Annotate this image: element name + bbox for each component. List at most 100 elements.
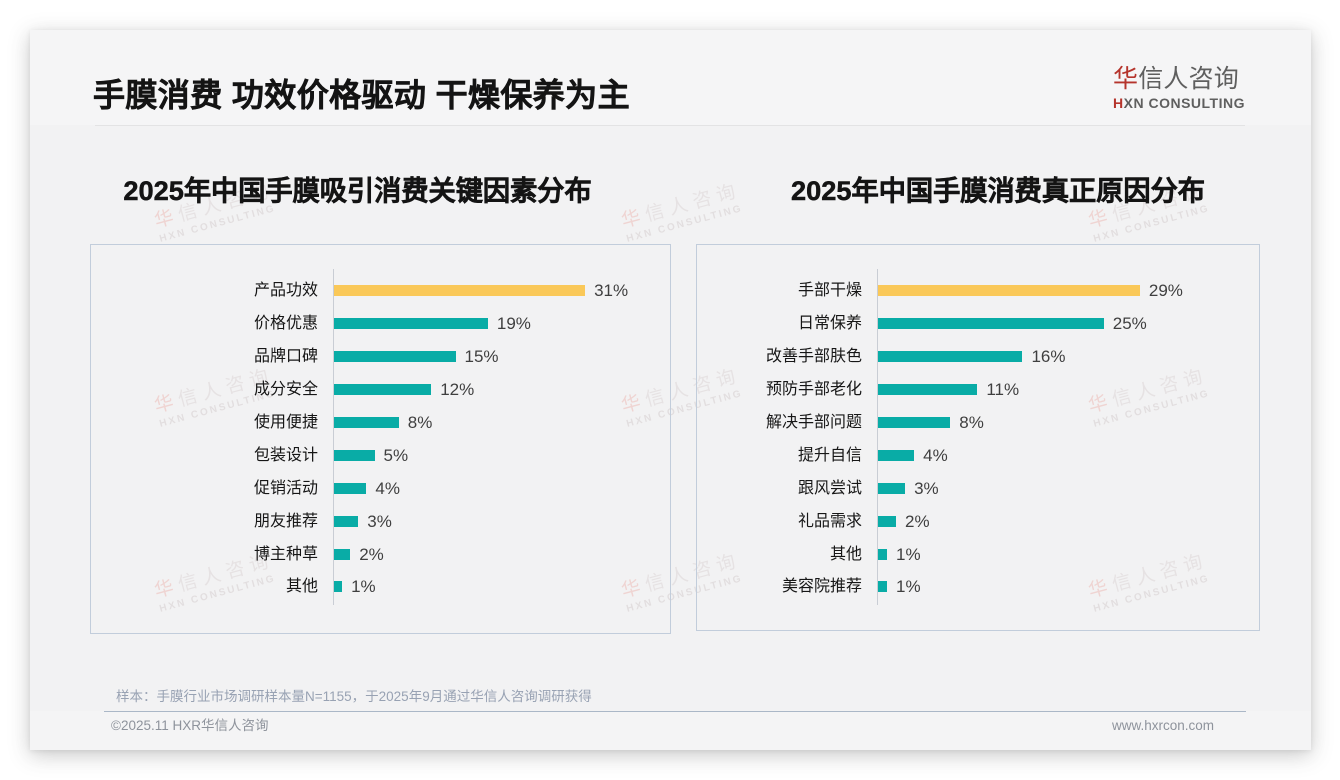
category-label: 朋友推荐	[253, 512, 318, 530]
bar	[878, 449, 915, 461]
category-label: 品牌口碑	[253, 347, 318, 365]
category-label: 成分安全	[253, 380, 318, 398]
sample-note: 样本：手膜行业市场调研样本量N=1155，于2025年9月通过华信人咨询调研获得	[116, 689, 592, 704]
bar	[334, 285, 586, 296]
company-logo: 华信人咨询 HXN CONSULTING	[1113, 65, 1245, 110]
value-label: 29%	[1148, 281, 1183, 300]
bar	[334, 449, 375, 461]
category-axis-line	[333, 269, 334, 605]
value-label: 4%	[923, 445, 948, 465]
footer-divider	[104, 711, 1246, 712]
slide-card: 华信人咨询 HXN CONSULTING 华信人咨询 HXN CONSULTING 华信…	[30, 30, 1311, 750]
category-label: 博主种草	[253, 545, 318, 563]
bar	[878, 548, 888, 560]
category-label: 价格优惠	[253, 314, 318, 332]
header-band	[30, 30, 1311, 125]
bar	[878, 317, 1104, 329]
website-url: www.hxrcon.com	[1112, 718, 1215, 733]
header-divider	[95, 125, 1245, 126]
chart-row: 产品功效 31%	[91, 274, 670, 307]
logo-chinese-text: 华信人咨询	[1113, 65, 1245, 93]
bar	[878, 383, 978, 395]
category-label: 其他	[285, 578, 318, 596]
category-label: 美容院推荐	[781, 578, 862, 596]
value-label: 3%	[367, 511, 392, 531]
category-label: 使用便捷	[253, 413, 318, 431]
bar	[878, 515, 897, 527]
category-label: 产品功效	[253, 282, 318, 299]
value-label: 8%	[407, 412, 433, 432]
category-label: 解决手部问题	[765, 413, 862, 431]
chart-row: 品牌口碑 15%	[91, 340, 670, 373]
page-title: 手膜消费 功效价格驱动 干燥保养为主	[93, 77, 630, 114]
chart-row: 成分安全 12%	[91, 373, 670, 406]
value-label: 2%	[359, 544, 384, 564]
category-label: 礼品需求	[797, 512, 862, 530]
value-label: 1%	[351, 577, 376, 597]
chart-row: 其他 1%	[697, 538, 1259, 571]
value-label: 1%	[896, 577, 921, 597]
category-label: 手部干燥	[797, 282, 862, 299]
logo-zh-rest: 信人咨询	[1138, 65, 1240, 93]
bar	[878, 350, 1023, 362]
watermark-english-text: HXN CONSULTING	[624, 203, 744, 245]
bar	[878, 416, 951, 428]
value-label: 1%	[896, 544, 921, 564]
logo-zh-first-char: 华	[1113, 65, 1139, 93]
logo-english-text: HXN CONSULTING	[1113, 96, 1245, 110]
category-label: 改善手部肤色	[765, 347, 862, 365]
logo-en-first-char: H	[1113, 95, 1124, 111]
watermark-zh-first-char: 华	[618, 205, 648, 233]
category-axis-line	[877, 269, 878, 605]
category-label: 提升自信	[797, 446, 862, 464]
copyright-text: ©2025.11 HXR华信人咨询	[111, 718, 269, 733]
chart-row: 朋友推荐 3%	[91, 505, 670, 538]
chart-row: 手部干燥 29%	[697, 274, 1259, 307]
bar	[334, 581, 343, 593]
chart-row: 跟风尝试 3%	[697, 472, 1259, 505]
logo-en-rest: XN CONSULTING	[1123, 95, 1245, 111]
chart-row: 日常保养 25%	[697, 307, 1259, 340]
watermark-zh-first-char: 华	[151, 205, 181, 233]
watermark-english-text: HXN CONSULTING	[157, 203, 277, 245]
chart-row: 解决手部问题 8%	[697, 406, 1259, 439]
value-label: 12%	[440, 379, 475, 399]
value-label: 31%	[594, 281, 629, 300]
watermark-english-text: HXN CONSULTING	[1091, 203, 1211, 245]
category-label: 日常保养	[797, 314, 862, 332]
watermark-zh-first-char: 华	[1085, 205, 1115, 233]
bar	[334, 515, 359, 527]
value-label: 3%	[914, 478, 939, 498]
footer-band	[30, 711, 1311, 750]
bar	[878, 285, 1140, 296]
value-label: 19%	[496, 313, 531, 333]
bar	[334, 416, 399, 428]
right-chart: 手部干燥 29% 日常保养 25% 改善手部肤色 16% 预防手部老化 11% 解决手部问题 8%…	[696, 244, 1260, 631]
chart-row: 包装设计 5%	[91, 439, 670, 472]
bar	[334, 317, 488, 329]
chart-row: 其他 1%	[91, 570, 670, 603]
bar	[334, 350, 456, 362]
chart-row: 预防手部老化 11%	[697, 373, 1259, 406]
value-label: 16%	[1031, 346, 1066, 366]
bar	[334, 482, 367, 494]
chart-row: 改善手部肤色 16%	[697, 340, 1259, 373]
chart-row: 促销活动 4%	[91, 472, 670, 505]
value-label: 15%	[464, 346, 499, 366]
value-label: 25%	[1112, 313, 1147, 333]
left-chart-title: 2025年中国手膜吸引消费关键因素分布	[123, 175, 592, 207]
chart-row: 博主种草 2%	[91, 538, 670, 571]
category-label: 跟风尝试	[797, 479, 862, 497]
value-label: 4%	[375, 478, 400, 498]
left-chart: 产品功效 31% 价格优惠 19% 品牌口碑 15% 成分安全 12% 使用便捷 8% 包装设计 5%…	[90, 244, 671, 634]
bar	[878, 482, 906, 494]
chart-row: 使用便捷 8%	[91, 406, 670, 439]
category-label: 预防手部老化	[765, 380, 862, 398]
value-label: 8%	[959, 412, 984, 432]
bar	[878, 581, 888, 593]
bar	[334, 383, 432, 395]
bar	[334, 548, 351, 560]
chart-row: 礼品需求 2%	[697, 505, 1259, 538]
value-label: 11%	[986, 379, 1020, 399]
category-label: 包装设计	[253, 446, 318, 464]
